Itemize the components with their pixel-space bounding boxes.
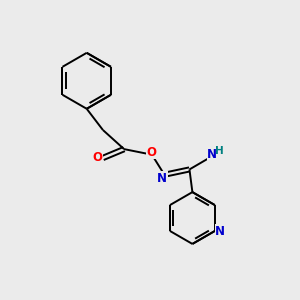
Text: O: O [146,146,156,159]
Text: H: H [215,146,224,156]
Text: N: N [215,225,225,238]
Text: O: O [93,152,103,164]
Text: N: N [157,172,167,185]
Text: N: N [207,148,217,160]
